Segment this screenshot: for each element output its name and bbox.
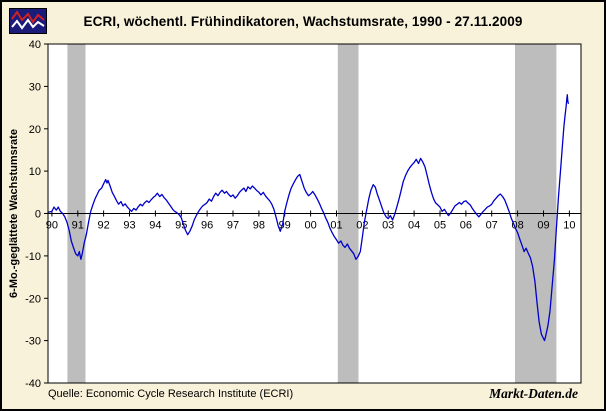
- y-tick-label: 0: [35, 209, 41, 221]
- x-tick-label: 06: [460, 220, 472, 232]
- y-tick-label: -30: [25, 336, 41, 348]
- x-tick-label: 00: [304, 220, 316, 232]
- y-tick-label: -10: [25, 251, 41, 263]
- x-tick-label: 91: [72, 220, 84, 232]
- logo-white-zigzag: [11, 18, 45, 30]
- x-tick-label: 10: [563, 220, 575, 232]
- x-tick-label: 92: [97, 220, 109, 232]
- markt-daten-logo: [9, 8, 47, 34]
- chart-title: ECRI, wöchentl. Frühindikatoren, Wachstu…: [83, 14, 523, 29]
- plot-border: [47, 43, 582, 384]
- y-axis-title: 6-Mo.-geglättete Wachstumsrate: [8, 129, 20, 298]
- x-tick-label: 09: [537, 220, 549, 232]
- x-tick-label: 93: [123, 220, 135, 232]
- y-tick-label: 30: [29, 81, 41, 93]
- brand-watermark: Markt-Daten.de: [489, 386, 578, 401]
- x-tick-label: 90: [46, 220, 58, 232]
- logo-red-zigzag: [11, 10, 45, 24]
- x-tick-label: 94: [149, 220, 161, 232]
- wli-growth-line: [47, 94, 569, 342]
- x-tick-label: 01: [330, 220, 342, 232]
- x-tick-label: 05: [434, 220, 446, 232]
- y-tick-label: 10: [29, 166, 41, 178]
- x-tick-label: 97: [227, 220, 239, 232]
- y-tick-label: 40: [29, 39, 41, 51]
- x-tick-label: 96: [201, 220, 213, 232]
- source-credit: Quelle: Economic Cycle Research Institut…: [48, 388, 294, 400]
- y-tick-label: -40: [25, 378, 41, 390]
- y-tick-label: 20: [29, 124, 41, 136]
- x-tick-label: 02: [356, 220, 368, 232]
- x-tick-label: 03: [382, 220, 394, 232]
- x-tick-label: 08: [511, 220, 523, 232]
- x-tick-label: 98: [253, 220, 265, 232]
- x-tick-label: 07: [486, 220, 498, 232]
- x-tick-label: 04: [408, 220, 420, 232]
- y-tick-label: -20: [25, 293, 41, 305]
